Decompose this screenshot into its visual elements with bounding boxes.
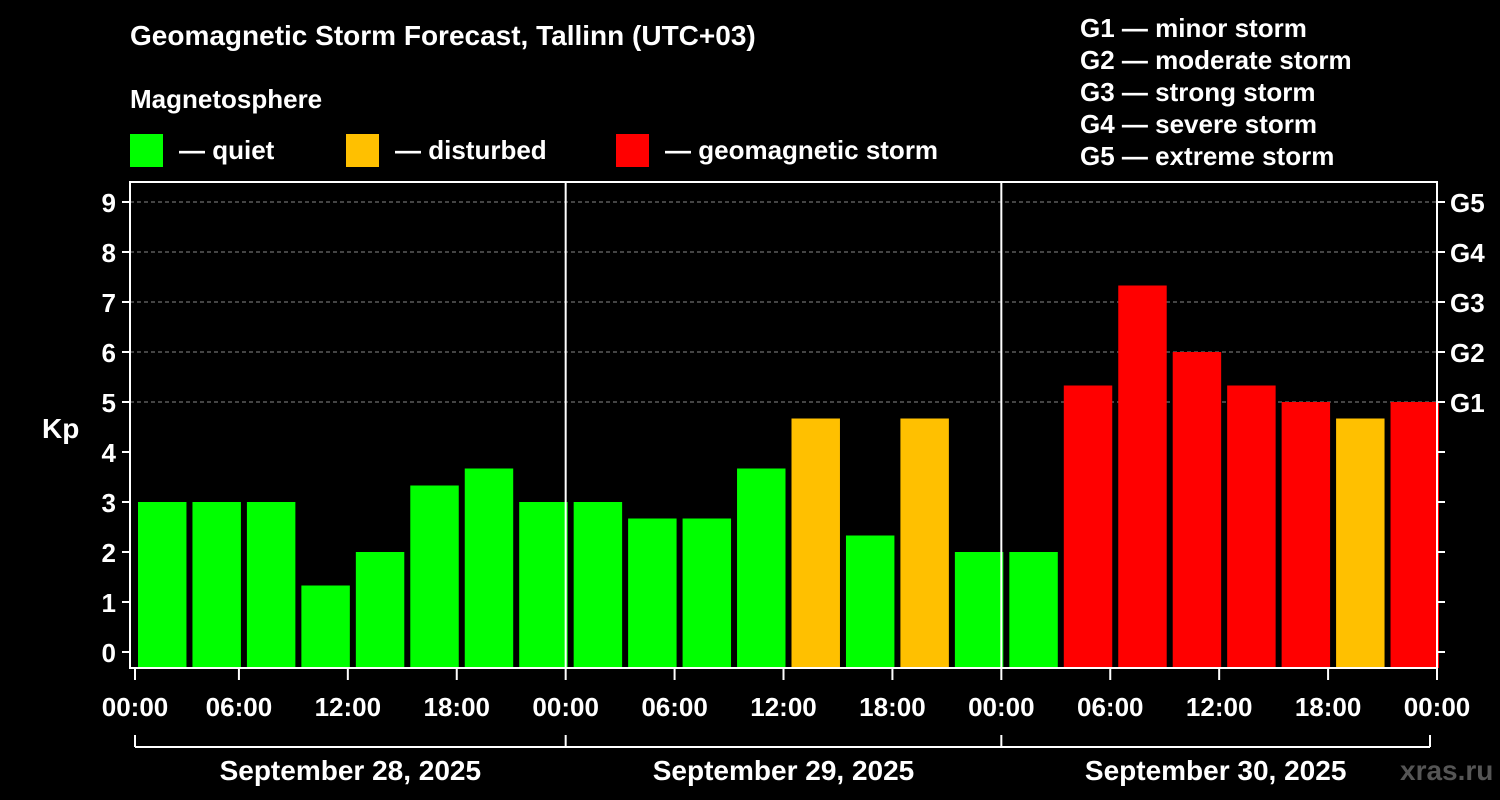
storm-scale-legend: G1 — minor storm G2 — moderate storm G3 … — [1080, 12, 1352, 172]
kp-bar-2 — [192, 502, 241, 668]
storm-scale-g1: G1 — minor storm — [1080, 13, 1307, 43]
kp-bar-16 — [954, 552, 1004, 668]
kp-bar-10 — [628, 518, 677, 668]
x-tick-label: 00:00 — [968, 692, 1035, 722]
kp-bar-9 — [573, 502, 623, 668]
legend-label-quiet: — quiet — [179, 135, 275, 165]
kp-bar-3 — [246, 502, 296, 668]
y-tick-label: 6 — [102, 338, 116, 368]
storm-scale-g3: G3 — strong storm — [1080, 77, 1316, 107]
legend-item-storm: — geomagnetic storm — [616, 134, 938, 167]
kp-bar-14 — [845, 535, 895, 668]
x-tick-label: 06:00 — [641, 692, 708, 722]
x-tick-label: 12:00 — [315, 692, 382, 722]
storm-level-label: G2 — [1450, 338, 1485, 368]
day-label: September 29, 2025 — [653, 755, 915, 786]
kp-bar-6 — [410, 485, 459, 668]
legend-swatch-storm — [616, 134, 649, 167]
kp-bar-4 — [301, 585, 350, 668]
x-tick-label: 06:00 — [1077, 692, 1144, 722]
kp-bar-15 — [900, 418, 949, 668]
legend-swatch-quiet — [130, 134, 163, 167]
kp-bar-7 — [464, 468, 514, 668]
watermark: xras.ru — [1400, 755, 1494, 786]
legend-item-disturbed: — disturbed — [346, 134, 547, 167]
kp-bar-11 — [682, 518, 732, 668]
kp-bar-12 — [737, 468, 786, 668]
legend-label-disturbed: — disturbed — [395, 135, 547, 165]
legend-label-storm: — geomagnetic storm — [665, 135, 939, 165]
y-axis-label: Kp — [42, 413, 79, 444]
y-tick-label: 4 — [102, 438, 117, 468]
y-tick-label: 7 — [102, 288, 116, 318]
legend-item-quiet: — quiet — [130, 134, 274, 167]
x-tick-label: 18:00 — [1295, 692, 1362, 722]
kp-bar-17 — [1009, 552, 1058, 668]
x-tick-label: 12:00 — [750, 692, 817, 722]
x-tick-label: 00:00 — [102, 692, 169, 722]
kp-bar-18 — [1063, 385, 1113, 668]
kp-bar-20 — [1172, 352, 1222, 668]
x-tick-label: 18:00 — [859, 692, 926, 722]
kp-bar-23 — [1336, 418, 1385, 668]
kp-bar-22 — [1281, 402, 1331, 668]
kp-bar-19 — [1118, 285, 1167, 668]
kp-bar-1 — [138, 502, 187, 668]
chart-title: Geomagnetic Storm Forecast, Tallinn (UTC… — [130, 20, 756, 51]
kp-bar-21 — [1227, 385, 1276, 668]
storm-level-label: G3 — [1450, 288, 1485, 318]
storm-scale-g5: G5 — extreme storm — [1080, 141, 1335, 171]
y-tick-label: 0 — [102, 638, 116, 668]
legend-swatch-disturbed — [346, 134, 379, 167]
day-label: September 30, 2025 — [1085, 755, 1347, 786]
storm-scale-g2: G2 — moderate storm — [1080, 45, 1352, 75]
storm-level-label: G1 — [1450, 388, 1485, 418]
kp-bar-13 — [791, 418, 840, 668]
storm-level-label: G5 — [1450, 188, 1485, 218]
y-tick-label: 8 — [102, 238, 116, 268]
day-label: September 28, 2025 — [220, 755, 482, 786]
kp-bar-24 — [1390, 402, 1439, 668]
kp-bar-8 — [519, 502, 568, 668]
y-tick-label: 9 — [102, 188, 116, 218]
y-tick-label: 1 — [102, 588, 116, 618]
x-tick-label: 12:00 — [1186, 692, 1253, 722]
x-tick-label: 06:00 — [206, 692, 273, 722]
y-tick-label: 5 — [102, 388, 116, 418]
legend-heading: Magnetosphere — [130, 84, 323, 114]
x-tick-label: 18:00 — [424, 692, 491, 722]
y-tick-label: 3 — [102, 488, 116, 518]
y-tick-label: 2 — [102, 538, 116, 568]
kp-bar-5 — [355, 552, 405, 668]
x-tick-label: 00:00 — [532, 692, 599, 722]
x-tick-label: 00:00 — [1404, 692, 1471, 722]
storm-level-label: G4 — [1450, 238, 1485, 268]
storm-scale-g4: G4 — severe storm — [1080, 109, 1318, 139]
